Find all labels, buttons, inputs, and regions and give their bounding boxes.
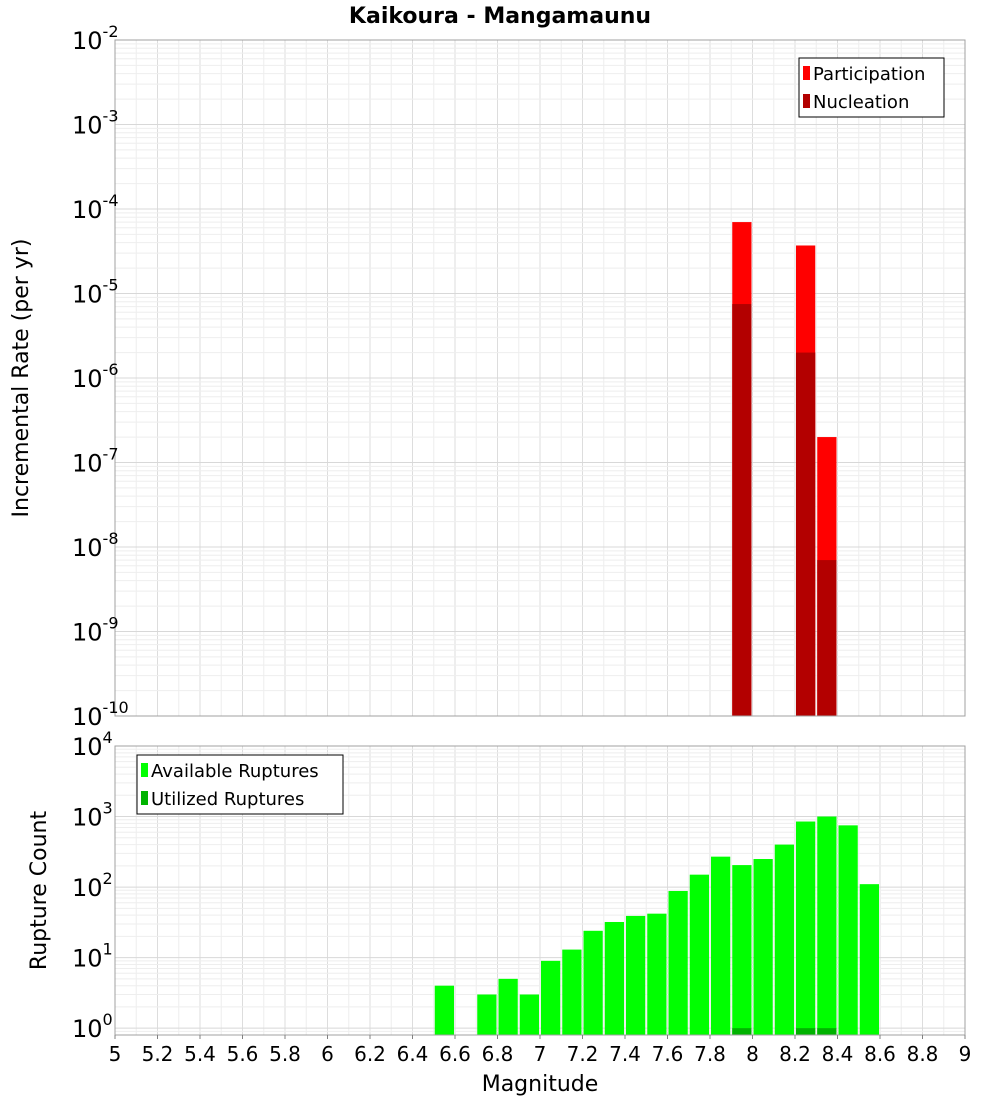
count-bar-available-ruptures [541,960,561,1035]
count-legend-box [136,754,344,815]
x-tick-label: 6.2 [354,1042,386,1066]
x-tick-label: 5.4 [184,1042,216,1066]
count-panel: 100 101 102 103 104 Rupture Count Available Ru… [27,728,966,1043]
rate-plot-border [114,39,966,717]
count-bar-available-ruptures [647,913,667,1035]
count-y-tick-label: 100 [72,1010,113,1043]
count-bars [434,816,879,1035]
rate-legend-box [798,57,945,118]
rate-grid [114,39,966,717]
rate-y-tick-label: 10-6 [72,360,119,393]
rate-bar-nucleation [732,304,752,716]
count-y-axis-title: Rupture Count [27,811,52,971]
count-y-ticks: 100 101 102 103 104 [72,728,113,1043]
x-tick-label: 7.6 [652,1042,684,1066]
count-bar-available-ruptures [477,994,497,1035]
count-y-tick-label: 104 [72,728,113,761]
x-tick-label: 5 [109,1042,122,1066]
count-bar-utilized-ruptures [732,1028,752,1035]
rate-bar-nucleation [796,352,816,716]
count-bar-available-ruptures [562,949,582,1035]
rate-panel: 10-10 10-9 10-8 10-7 10-6 10-5 10-4 10-3 10-2 Inc… [9,22,966,731]
count-bar-available-ruptures [753,859,773,1035]
count-bar-available-ruptures [774,844,794,1035]
rate-legend: Participation Nucleation [798,57,945,118]
rate-y-ticks: 10-10 10-9 10-8 10-7 10-6 10-5 10-4 10-3 10-2 [72,22,129,731]
count-bar-available-ruptures [817,816,837,1035]
count-bar-available-ruptures [519,994,539,1035]
rate-legend-label: Participation [813,64,925,85]
x-tick-label: 7 [534,1042,547,1066]
titles: 5 5.2 5.4 5.6 5.8 6 6.2 6.4 6.6 6.8 7 7.2 7.4 7.6 7.8 8… [109,4,972,1097]
rate-y-tick-label: 10-5 [72,276,119,309]
x-tick-label: 5.2 [142,1042,174,1066]
rate-y-tick-label: 10-8 [72,529,119,562]
x-tick-label: 6.4 [397,1042,429,1066]
count-bar-available-ruptures [604,921,624,1035]
x-tick-label: 5.8 [269,1042,301,1066]
count-bar-available-ruptures [689,874,709,1035]
count-bar-available-ruptures [498,978,518,1035]
count-bar-available-ruptures [859,884,879,1035]
count-bar-available-ruptures [711,856,731,1035]
chart-title: Kaikoura - Mangamaunu [349,4,651,29]
count-bar-available-ruptures [796,821,816,1035]
count-y-tick-label: 101 [72,940,113,973]
count-bar-available-ruptures [583,930,603,1035]
rate-y-tick-label: 10-10 [72,698,129,731]
x-tick-label: 8 [746,1042,759,1066]
x-tick-label: 8.2 [779,1042,811,1066]
rate-legend-swatch [803,94,810,108]
x-tick-label: 7.2 [567,1042,599,1066]
x-tick-label: 8.8 [907,1042,939,1066]
x-tick-label: 8.4 [822,1042,854,1066]
rate-bar-nucleation [817,560,837,716]
x-tick-label: 9 [959,1042,972,1066]
count-bar-available-ruptures [732,865,752,1035]
rate-legend-label: Nucleation [813,92,909,113]
rate-y-axis-title: Incremental Rate (per yr) [9,239,34,518]
count-bar-utilized-ruptures [796,1028,816,1035]
count-legend: Available Ruptures Utilized Ruptures [136,754,344,815]
count-legend-swatch [141,763,148,777]
count-legend-swatch [141,791,148,805]
x-tick-label: 7.4 [609,1042,641,1066]
x-tick-label: 5.6 [227,1042,259,1066]
x-tick-label: 6 [321,1042,334,1066]
rate-y-tick-label: 10-4 [72,191,119,224]
count-legend-label: Available Ruptures [151,761,319,782]
count-y-tick-label: 103 [72,799,113,832]
x-tick-label: 7.8 [694,1042,726,1066]
count-bar-utilized-ruptures [817,1028,837,1035]
count-bar-available-ruptures [626,915,646,1035]
rate-bars [732,222,837,717]
x-ticks: 5 5.2 5.4 5.6 5.8 6 6.2 6.4 6.6 6.8 7 7.2 7.4 7.6 7.8 8… [109,1035,972,1066]
x-tick-label: 8.6 [864,1042,896,1066]
rate-y-tick-label: 10-7 [72,445,119,478]
x-axis-title: Magnitude [482,1072,599,1097]
count-legend-label: Utilized Ruptures [151,789,304,810]
rate-y-tick-label: 10-2 [72,22,119,55]
count-bar-available-ruptures [668,890,688,1035]
rate-y-tick-label: 10-9 [72,614,119,647]
count-bar-available-ruptures [434,985,454,1035]
rate-y-tick-label: 10-3 [72,107,119,140]
count-y-tick-label: 102 [72,869,113,902]
count-bar-available-ruptures [838,825,858,1035]
x-tick-label: 6.6 [439,1042,471,1066]
x-tick-label: 6.8 [482,1042,514,1066]
rate-legend-swatch [803,66,810,80]
